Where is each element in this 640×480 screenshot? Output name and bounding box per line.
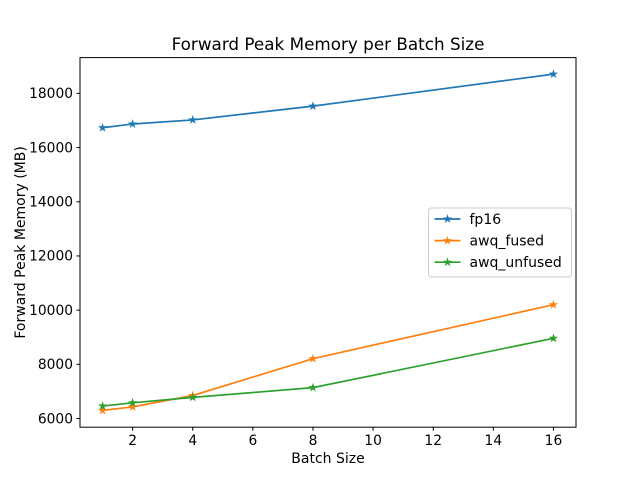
legend-marker-awq_fused (442, 235, 453, 245)
series-marker-fp16 (97, 122, 108, 132)
legend-entry-fp16: fp16 (434, 212, 502, 228)
y-tick-label: 6000 (38, 411, 73, 427)
series-marker-awq_fused (548, 299, 559, 309)
y-tick-label: 14000 (29, 195, 73, 211)
legend-entry-awq_fused: awq_fused (434, 234, 545, 250)
series-marker-awq_unfused (188, 392, 198, 402)
x-axis-label: Batch Size (291, 451, 364, 467)
series-marker-awq_unfused (548, 333, 559, 343)
x-tick-label: 12 (424, 433, 442, 449)
x-tick-label: 14 (485, 433, 503, 449)
y-axis-label: Forward Peak Memory (MB) (13, 146, 29, 338)
series-marker-awq_unfused (127, 397, 138, 407)
series-marker-fp16 (188, 115, 198, 124)
x-tick-label: 10 (364, 433, 382, 449)
x-tick-label: 6 (248, 433, 257, 449)
series-marker-fp16 (548, 69, 559, 79)
y-tick-label: 10000 (29, 303, 73, 319)
x-tick-label: 4 (188, 433, 197, 449)
series-marker-fp16 (127, 119, 138, 128)
series-marker-fp16 (308, 101, 318, 111)
plot-generated-group: 2 4 6 8 10 12 14 16 6000 8000 10000 12000 14000 16000… (29, 57, 577, 449)
y-tick-label: 12000 (29, 249, 73, 265)
series-marker-awq_fused (97, 405, 108, 415)
legend: fp16 awq_fused awq_unfused (428, 207, 572, 278)
series-awq_unfused (97, 333, 559, 411)
y-tick-label: 8000 (38, 357, 73, 373)
series-marker-awq_fused (127, 401, 138, 411)
x-tick-label: 16 (545, 433, 563, 449)
legend-label-awq_fused: awq_fused (470, 234, 545, 250)
series-fp16 (97, 69, 559, 132)
legend-label-fp16: fp16 (470, 212, 502, 228)
x-tick-label: 2 (128, 433, 137, 449)
legend-entry-awq_unfused: awq_unfused (434, 255, 562, 271)
series-marker-awq_fused (308, 353, 318, 363)
y-tick-label: 18000 (29, 86, 73, 102)
series-marker-awq_unfused (308, 382, 318, 392)
y-tick-label: 16000 (29, 140, 73, 156)
x-tick-label: 8 (309, 433, 318, 449)
legend-marker-fp16 (442, 214, 453, 223)
chart-title: Forward Peak Memory per Batch Size (172, 34, 485, 54)
series-marker-awq_unfused (97, 401, 108, 411)
legend-marker-awq_unfused (442, 257, 453, 267)
legend-box (428, 207, 572, 278)
legend-label-awq_unfused: awq_unfused (470, 255, 562, 271)
